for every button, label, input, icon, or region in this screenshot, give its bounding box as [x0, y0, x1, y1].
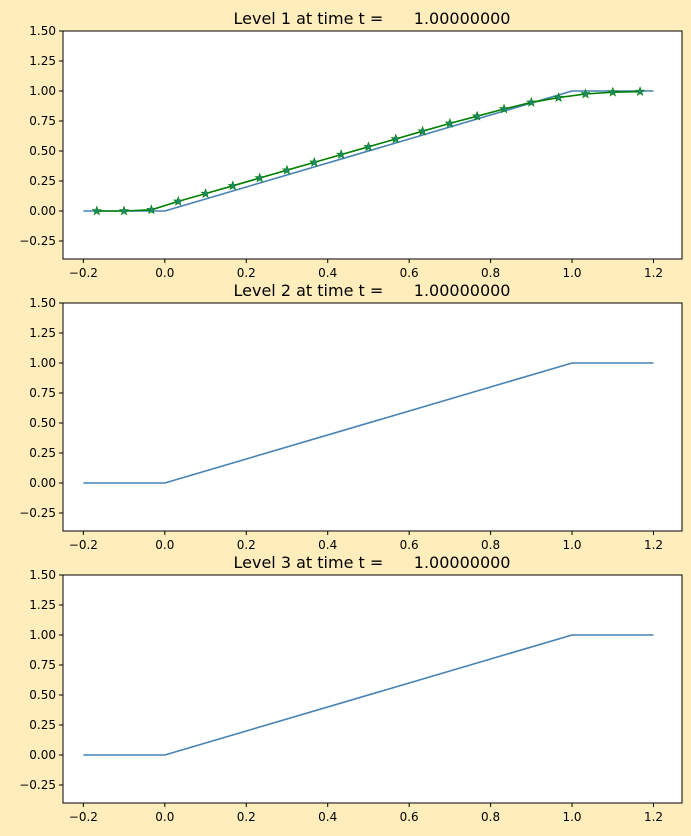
- plot-area: [63, 575, 682, 803]
- y-tick-label: 0.75: [29, 386, 56, 400]
- data-point-marker: [335, 149, 347, 160]
- chart-title: Level 2 at time t = 1.00000000: [234, 281, 511, 300]
- chart-title: Level 1 at time t = 1.00000000: [234, 9, 511, 28]
- data-point-marker: [118, 205, 130, 216]
- x-tick-label: −0.2: [69, 538, 98, 552]
- y-tick-label: 0.50: [29, 416, 56, 430]
- data-point-marker: [471, 110, 483, 121]
- x-tick-label: −0.2: [69, 810, 98, 824]
- x-tick-label: 0.4: [318, 266, 337, 280]
- y-tick-label: 1.50: [29, 24, 56, 38]
- data-point-marker: [173, 195, 184, 206]
- x-tick-label: 1.0: [562, 266, 581, 280]
- y-tick-label: 0.00: [29, 748, 56, 762]
- x-tick-label: 0.0: [155, 266, 174, 280]
- x-tick-label: 0.6: [400, 538, 419, 552]
- y-tick-label: −0.25: [19, 234, 56, 248]
- x-tick-label: 0.8: [481, 810, 500, 824]
- y-tick-label: 1.25: [29, 598, 56, 612]
- chart-title: Level 3 at time t = 1.00000000: [234, 553, 511, 572]
- y-tick-label: 1.00: [29, 356, 56, 370]
- x-tick-label: 1.2: [644, 266, 663, 280]
- data-point-marker: [91, 205, 103, 216]
- data-point-marker: [254, 172, 265, 183]
- data-point-marker: [200, 188, 211, 199]
- x-tick-label: 1.0: [562, 538, 581, 552]
- data-point-marker: [281, 164, 293, 175]
- x-tick-label: 0.4: [318, 538, 337, 552]
- x-tick-label: 0.0: [155, 538, 174, 552]
- y-tick-label: 0.75: [29, 658, 56, 672]
- x-tick-label: 0.2: [237, 266, 256, 280]
- x-tick-label: 0.8: [481, 538, 500, 552]
- axes-frame: [62, 302, 683, 532]
- x-tick-label: 0.2: [237, 810, 256, 824]
- x-tick-label: 0.6: [400, 266, 419, 280]
- series-line-1: [83, 362, 654, 484]
- subplot-level-2: Level 2 at time t = 1.00000000 −0.2 0.0 0.…: [19, 281, 683, 552]
- data-point-marker: [607, 86, 618, 97]
- y-tick-label: 0.50: [29, 688, 56, 702]
- axes-frame: [62, 574, 683, 804]
- subplot-level-3: Level 3 at time t = 1.00000000 −0.2 0.0 0.…: [19, 553, 683, 824]
- axes-frame: [62, 30, 683, 260]
- y-tick-label: 1.50: [29, 568, 56, 582]
- y-tick-label: 1.00: [29, 84, 56, 98]
- y-tick-label: 0.50: [29, 144, 56, 158]
- y-tick-label: −0.25: [19, 778, 56, 792]
- y-tick-label: −0.25: [19, 506, 56, 520]
- data-point-marker: [363, 141, 374, 152]
- data-point-marker: [309, 156, 320, 167]
- y-tick-label: 0.00: [29, 476, 56, 490]
- y-tick-label: 0.25: [29, 446, 56, 460]
- data-point-marker: [580, 88, 591, 99]
- y-tick-label: 1.50: [29, 296, 56, 310]
- x-tick-label: 0.0: [155, 810, 174, 824]
- x-tick-label: −0.2: [69, 266, 98, 280]
- y-tick-label: 0.25: [29, 174, 56, 188]
- x-tick-label: 0.6: [400, 810, 419, 824]
- data-point-marker: [390, 133, 401, 144]
- data-point-marker: [634, 86, 646, 97]
- y-tick-label: 1.25: [29, 326, 56, 340]
- x-tick-label: 1.2: [644, 538, 663, 552]
- x-tick-label: 1.2: [644, 810, 663, 824]
- x-tick-label: 0.4: [318, 810, 337, 824]
- data-point-marker: [498, 103, 510, 114]
- y-tick-label: 0.25: [29, 718, 56, 732]
- x-tick-label: 1.0: [562, 810, 581, 824]
- plot-area: [63, 303, 682, 531]
- y-tick-label: 0.00: [29, 204, 56, 218]
- subplot-level-1: Level 1 at time t = 1.00000000 −0.2 0.0 0.…: [19, 9, 683, 280]
- data-point-marker: [146, 204, 157, 215]
- data-point-marker: [526, 96, 537, 107]
- y-tick-label: 1.00: [29, 628, 56, 642]
- x-tick-label: 0.2: [237, 538, 256, 552]
- data-point-marker: [227, 180, 239, 191]
- y-tick-label: 0.75: [29, 114, 56, 128]
- x-tick-label: 0.8: [481, 266, 500, 280]
- data-point-marker: [444, 117, 456, 128]
- data-point-marker: [553, 92, 564, 103]
- y-tick-label: 1.25: [29, 54, 56, 68]
- data-point-marker: [417, 125, 428, 136]
- series-line-1: [83, 634, 654, 756]
